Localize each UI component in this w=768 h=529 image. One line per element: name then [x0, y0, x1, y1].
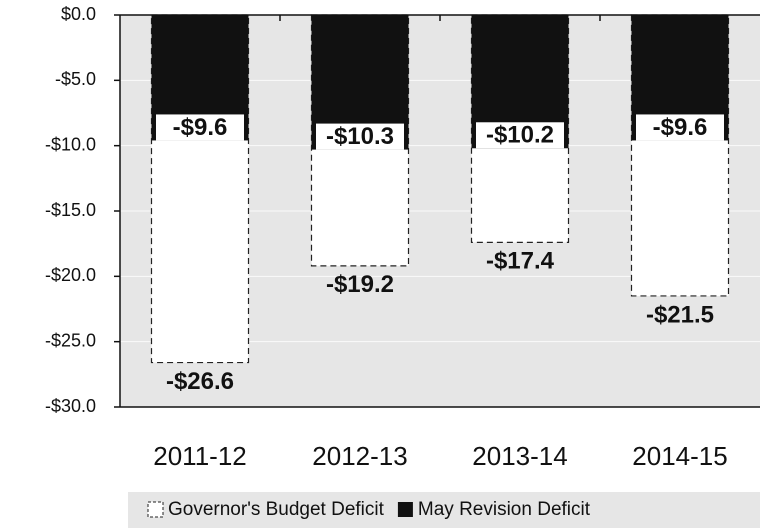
- legend-label: May Revision Deficit: [418, 499, 591, 520]
- y-tick-label: -$25.0: [45, 330, 96, 350]
- x-tick-label: 2013-14: [472, 441, 567, 471]
- y-tick-label: -$20.0: [45, 265, 96, 285]
- x-tick-label: 2011-12: [153, 441, 247, 471]
- value-label: -$10.3: [326, 123, 394, 150]
- y-tick-label: $0.0: [61, 4, 96, 24]
- y-tick-label: -$30.0: [45, 396, 96, 416]
- value-label-bg: [316, 123, 404, 150]
- x-tick-label: 2014-15: [632, 441, 727, 471]
- value-label: -$21.5: [646, 301, 714, 328]
- value-label-bg: [476, 122, 564, 149]
- value-label: -$26.6: [166, 368, 234, 395]
- y-tick-label: -$10.0: [45, 134, 96, 154]
- value-label: -$17.4: [486, 248, 555, 275]
- value-label: -$19.2: [326, 271, 394, 298]
- value-label: -$10.2: [486, 122, 554, 149]
- value-label: -$9.6: [173, 114, 228, 141]
- y-tick-label: -$5.0: [55, 69, 96, 89]
- legend-label: Governor's Budget Deficit: [168, 499, 385, 520]
- legend-background: [128, 492, 760, 528]
- value-label: -$9.6: [653, 114, 708, 141]
- legend-swatch: [147, 501, 164, 518]
- y-tick-label: -$15.0: [45, 200, 96, 220]
- value-label-bg: [636, 114, 724, 141]
- value-label-bg: [156, 114, 244, 141]
- x-tick-label: 2012-13: [312, 441, 407, 471]
- legend-swatch: [397, 502, 413, 517]
